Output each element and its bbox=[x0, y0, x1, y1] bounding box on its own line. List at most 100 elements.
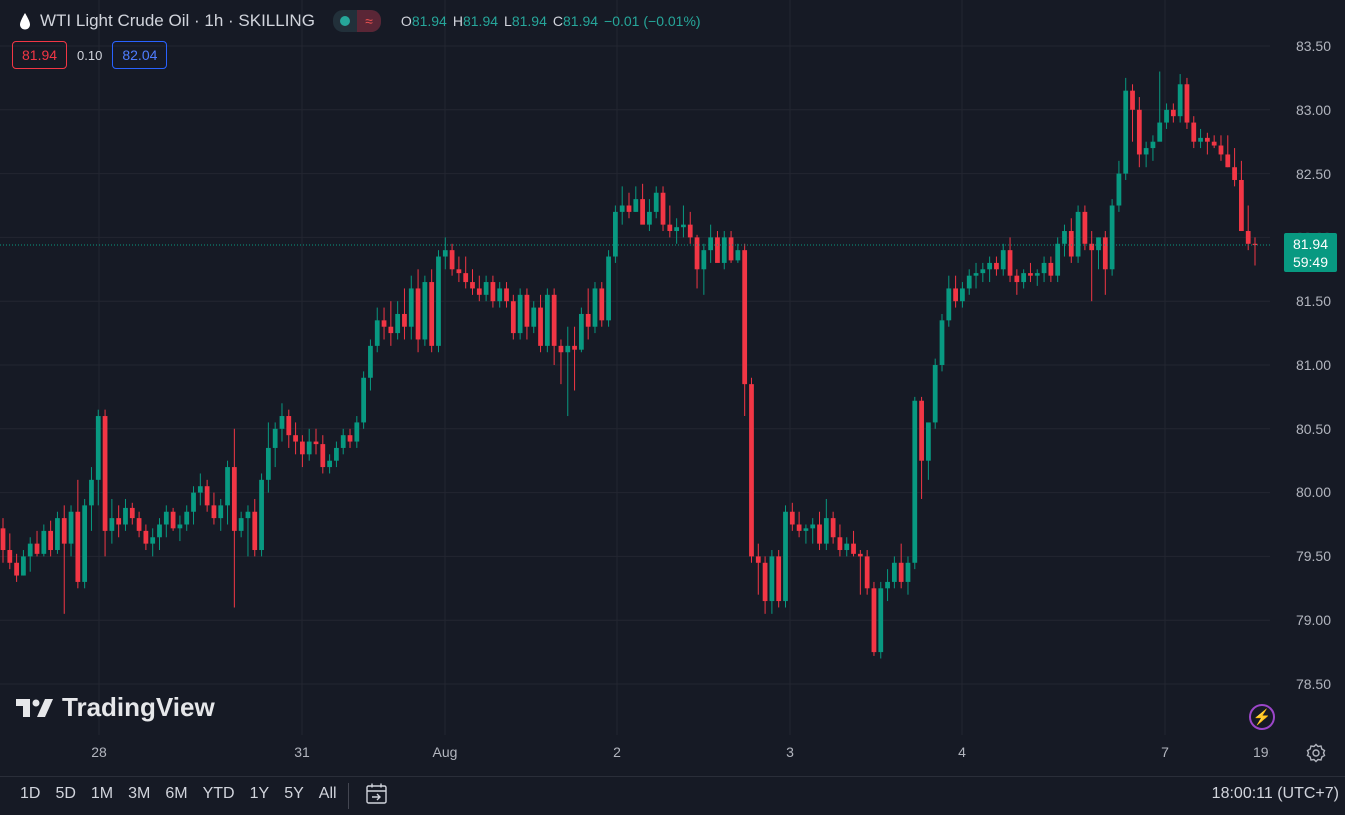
candle bbox=[1123, 77, 1129, 180]
candle-body bbox=[197, 486, 203, 493]
candle bbox=[123, 498, 128, 531]
candle bbox=[653, 186, 659, 219]
candle-body bbox=[973, 273, 979, 276]
range-ytd-button[interactable]: YTD bbox=[202, 785, 235, 802]
candle-body bbox=[817, 524, 822, 544]
candle-body bbox=[776, 556, 782, 602]
candle-body bbox=[701, 250, 707, 270]
candle-body bbox=[7, 550, 13, 563]
candle bbox=[218, 498, 224, 531]
candle bbox=[803, 524, 809, 544]
open-value: 81.94 bbox=[411, 13, 447, 29]
candle bbox=[613, 205, 618, 263]
candle-body bbox=[75, 511, 81, 582]
candle bbox=[402, 288, 407, 340]
candle bbox=[857, 550, 863, 595]
candle bbox=[184, 505, 190, 531]
candle-body bbox=[789, 511, 795, 525]
candle-body bbox=[320, 444, 326, 468]
chart-area[interactable] bbox=[0, 0, 1270, 735]
range-5d-button[interactable]: 5D bbox=[55, 785, 76, 802]
candle-body bbox=[102, 416, 108, 531]
candle-body bbox=[191, 492, 196, 512]
candle-body bbox=[633, 199, 639, 212]
lightning-bolt-icon[interactable]: ⚡ bbox=[1249, 704, 1275, 730]
candle bbox=[715, 231, 720, 263]
candle-body bbox=[647, 211, 652, 225]
candle bbox=[572, 326, 577, 391]
tradingview-watermark[interactable]: TradingView bbox=[16, 692, 215, 723]
candle bbox=[442, 237, 448, 270]
candle-body bbox=[245, 511, 251, 519]
candle-body bbox=[1130, 90, 1135, 110]
candle-body bbox=[21, 556, 26, 576]
candle-body bbox=[891, 562, 897, 582]
tradingview-logo-icon bbox=[16, 698, 53, 717]
candle bbox=[327, 454, 332, 474]
candle-body bbox=[1014, 275, 1020, 283]
candle-body bbox=[572, 345, 577, 350]
price-tick: 81.00 bbox=[1295, 357, 1331, 373]
candle-body bbox=[354, 422, 360, 442]
go-to-date-icon[interactable] bbox=[364, 781, 390, 807]
candle-body bbox=[374, 320, 380, 346]
candle-body bbox=[823, 518, 829, 544]
candle-body bbox=[687, 224, 693, 238]
candle bbox=[960, 282, 965, 308]
candle-body bbox=[41, 530, 47, 554]
candle bbox=[368, 339, 373, 391]
candle-body bbox=[613, 211, 618, 257]
candle bbox=[61, 505, 67, 614]
candle-body bbox=[109, 518, 115, 531]
candle bbox=[374, 307, 380, 353]
range-1d-button[interactable]: 1D bbox=[20, 785, 41, 802]
candle bbox=[306, 428, 312, 461]
time-tick: 4 bbox=[958, 744, 966, 760]
spread-value: 0.10 bbox=[77, 47, 103, 63]
candle bbox=[483, 275, 489, 302]
timezone-clock[interactable]: 18:00:11 (UTC+7) bbox=[1211, 785, 1339, 802]
candle-body bbox=[864, 556, 870, 589]
candle-body bbox=[667, 224, 673, 232]
candle-body bbox=[953, 288, 958, 302]
candle bbox=[599, 282, 605, 327]
candle-body bbox=[1239, 179, 1244, 232]
candle-body bbox=[0, 528, 6, 551]
range-1m-button[interactable]: 1M bbox=[90, 785, 114, 802]
sell-price-button[interactable]: 81.94 bbox=[12, 41, 68, 69]
buy-price-button[interactable]: 82.04 bbox=[112, 41, 168, 69]
market-status-toggle[interactable]: ≈ bbox=[332, 10, 381, 32]
candle-body bbox=[1150, 141, 1156, 149]
candle bbox=[946, 275, 952, 327]
candle bbox=[926, 422, 931, 480]
range-5y-button[interactable]: 5Y bbox=[284, 785, 304, 802]
range-3m-button[interactable]: 3M bbox=[128, 785, 151, 802]
bar-countdown: 59:49 bbox=[1292, 253, 1329, 270]
candle bbox=[361, 371, 367, 429]
toolbar-divider bbox=[348, 783, 349, 809]
candle-body bbox=[946, 288, 952, 321]
candle-body bbox=[123, 507, 128, 525]
candle bbox=[1096, 237, 1101, 270]
candle bbox=[1245, 205, 1251, 251]
candle-body bbox=[1028, 273, 1033, 276]
symbol-title[interactable]: WTI Light Crude Oil · 1h · SKILLING bbox=[40, 11, 315, 30]
candle bbox=[313, 428, 319, 455]
range-6m-button[interactable]: 6M bbox=[165, 785, 188, 802]
candle bbox=[1232, 148, 1237, 187]
range-1y-button[interactable]: 1Y bbox=[249, 785, 270, 802]
candle-body bbox=[1055, 243, 1061, 276]
candle bbox=[1034, 269, 1040, 286]
candlestick-chart[interactable] bbox=[0, 0, 1270, 735]
candle-body bbox=[1198, 137, 1203, 142]
price-axis[interactable]: 83.50 83.00 82.50 82.00 81.50 81.00 80.5… bbox=[1270, 0, 1345, 735]
candle-body bbox=[769, 556, 775, 602]
price-tick: 80.50 bbox=[1295, 421, 1331, 437]
price-tick: 83.00 bbox=[1295, 102, 1331, 118]
candle-body bbox=[599, 288, 605, 321]
range-all-button[interactable]: All bbox=[318, 785, 337, 802]
candle-body bbox=[844, 543, 850, 551]
candle bbox=[177, 515, 183, 542]
candle-body bbox=[504, 288, 509, 302]
settings-gear-icon[interactable] bbox=[1305, 742, 1327, 764]
